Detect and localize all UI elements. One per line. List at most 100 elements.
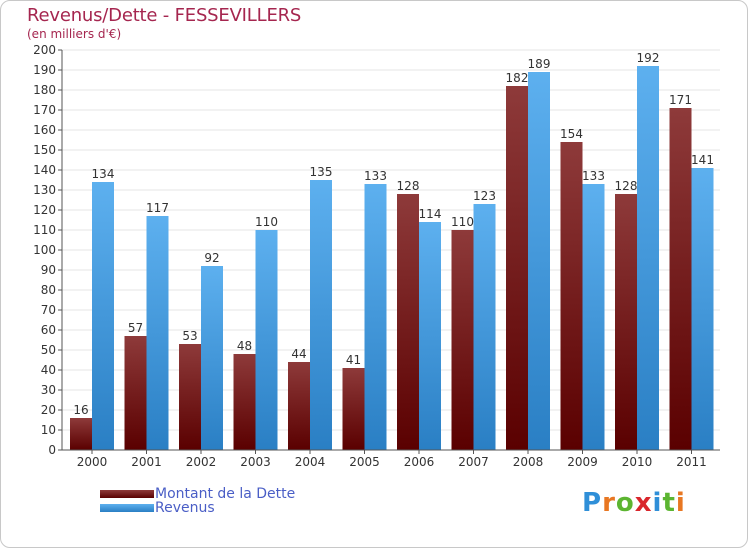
data-label-revenue: 117 xyxy=(146,201,169,215)
bar-revenue xyxy=(364,184,387,450)
data-label-debt: 128 xyxy=(397,179,420,193)
y-tick-label: 110 xyxy=(33,223,56,237)
bar-revenue xyxy=(419,222,441,450)
y-tick-label: 90 xyxy=(41,263,56,277)
bar-revenue xyxy=(92,182,114,450)
axes: 0 10 20 30 40 50 60 70 80 90 100 110 120 130 140 150 160… xyxy=(33,43,720,469)
data-label-debt: 16 xyxy=(73,403,88,417)
bar-revenue xyxy=(310,180,332,450)
x-tick-label: 2008 xyxy=(513,455,544,469)
logo-letter: o xyxy=(615,488,635,518)
y-tick-label: 30 xyxy=(41,383,56,397)
y-tick-label: 80 xyxy=(41,283,56,297)
data-label-revenue: 141 xyxy=(691,153,714,167)
bar-revenue xyxy=(528,72,550,450)
y-tick-label: 150 xyxy=(33,143,56,157)
x-tick-label: 2000 xyxy=(77,455,108,469)
y-tick-label: 10 xyxy=(41,423,56,437)
legend-label-revenue: Revenus xyxy=(155,500,215,516)
data-label-debt: 41 xyxy=(346,353,361,367)
bar-debt xyxy=(669,108,692,450)
x-tick-label: 2006 xyxy=(404,455,435,469)
data-label-debt: 182 xyxy=(506,71,529,85)
bar-debt xyxy=(615,194,637,450)
y-tick-label: 200 xyxy=(33,43,56,57)
data-label-revenue: 133 xyxy=(364,169,387,183)
bar-revenue xyxy=(201,266,223,450)
y-tick-label: 100 xyxy=(33,243,56,257)
data-label-revenue: 123 xyxy=(473,189,496,203)
logo-letter: x xyxy=(634,488,653,518)
logo-letter: r xyxy=(602,488,616,518)
data-label-debt: 110 xyxy=(451,215,474,229)
y-tick-label: 160 xyxy=(33,123,56,137)
data-label-revenue: 133 xyxy=(582,169,605,183)
data-labels: 16 134 57 117 53 92 48 110 44 135 41 133 128 114 110 12… xyxy=(73,51,714,417)
logo-letter: t xyxy=(662,488,676,518)
y-tick-label: 0 xyxy=(48,443,56,457)
data-label-revenue: 110 xyxy=(255,215,278,229)
data-label-debt: 53 xyxy=(182,329,197,343)
y-tick-label: 140 xyxy=(33,163,56,177)
bar-debt xyxy=(124,336,147,450)
chart-title: Revenus/Dette - FESSEVILLERS xyxy=(27,5,302,26)
bar-revenue xyxy=(255,230,278,450)
logo-letter: i xyxy=(652,488,663,518)
bar-series xyxy=(70,66,714,450)
bar-debt xyxy=(451,230,474,450)
data-label-debt: 44 xyxy=(291,347,306,361)
data-label-debt: 128 xyxy=(615,179,638,193)
y-tick-label: 20 xyxy=(41,403,56,417)
bar-debt xyxy=(288,362,310,450)
bar-revenue xyxy=(146,216,169,450)
bar-revenue xyxy=(582,184,605,450)
data-label-revenue: 189 xyxy=(528,57,551,71)
data-label-debt: 154 xyxy=(560,127,583,141)
data-label-debt: 48 xyxy=(237,339,252,353)
data-label-debt: 171 xyxy=(669,93,692,107)
x-tick-label: 2002 xyxy=(186,455,217,469)
x-tick-label: 2010 xyxy=(622,455,653,469)
bar-debt xyxy=(342,368,365,450)
x-tick-label: 2007 xyxy=(458,455,489,469)
bar-debt xyxy=(179,344,201,450)
y-tick-label: 40 xyxy=(41,363,56,377)
legend-label-debt: Montant de la Dette xyxy=(155,486,296,502)
bar-revenue xyxy=(637,66,659,450)
data-label-revenue: 192 xyxy=(637,51,660,65)
bar-debt xyxy=(70,418,92,450)
x-tick-label: 2011 xyxy=(676,455,707,469)
x-tick-label: 2009 xyxy=(567,455,598,469)
bar-debt xyxy=(397,194,419,450)
bar-debt xyxy=(506,86,528,450)
data-label-revenue: 92 xyxy=(204,251,219,265)
x-tick-label: 2005 xyxy=(349,455,380,469)
bar-debt xyxy=(233,354,256,450)
y-tick-label: 130 xyxy=(33,183,56,197)
grid-lines xyxy=(62,49,720,431)
data-label-debt: 57 xyxy=(128,321,143,335)
legend-swatch-revenue xyxy=(100,504,154,512)
x-tick-label: 2001 xyxy=(131,455,162,469)
y-tick-label: 70 xyxy=(41,303,56,317)
bar-revenue xyxy=(473,204,496,450)
bar-revenue xyxy=(691,168,714,450)
x-tick-label: 2003 xyxy=(240,455,271,469)
data-label-revenue: 135 xyxy=(310,165,333,179)
y-tick-label: 190 xyxy=(33,63,56,77)
x-tick-label: 2004 xyxy=(295,455,326,469)
bar-debt xyxy=(560,142,583,450)
y-tick-label: 170 xyxy=(33,103,56,117)
logo-letter: P xyxy=(582,488,603,518)
y-tick-label: 50 xyxy=(41,343,56,357)
y-tick-label: 60 xyxy=(41,323,56,337)
y-tick-label: 180 xyxy=(33,83,56,97)
data-label-revenue: 134 xyxy=(92,167,115,181)
data-label-revenue: 114 xyxy=(419,207,442,221)
proxiti-logo: Proxiti xyxy=(582,488,686,518)
legend-swatch-debt xyxy=(100,490,154,498)
logo-letter: i xyxy=(675,488,686,518)
chart-subtitle: (en milliers d'€) xyxy=(27,27,122,41)
y-tick-label: 120 xyxy=(33,203,56,217)
